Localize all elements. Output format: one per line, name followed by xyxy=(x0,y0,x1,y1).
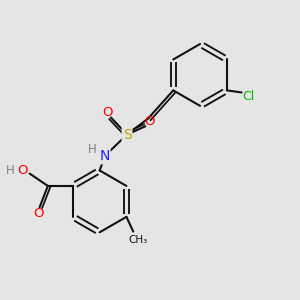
Text: H: H xyxy=(6,164,15,176)
Text: S: S xyxy=(123,128,131,142)
Text: O: O xyxy=(33,207,44,220)
Text: N: N xyxy=(99,149,110,163)
Text: O: O xyxy=(17,164,28,176)
Text: O: O xyxy=(102,106,112,119)
Text: Cl: Cl xyxy=(242,90,254,103)
Text: H: H xyxy=(88,143,97,156)
Text: CH₃: CH₃ xyxy=(129,236,148,245)
Text: O: O xyxy=(144,115,155,128)
